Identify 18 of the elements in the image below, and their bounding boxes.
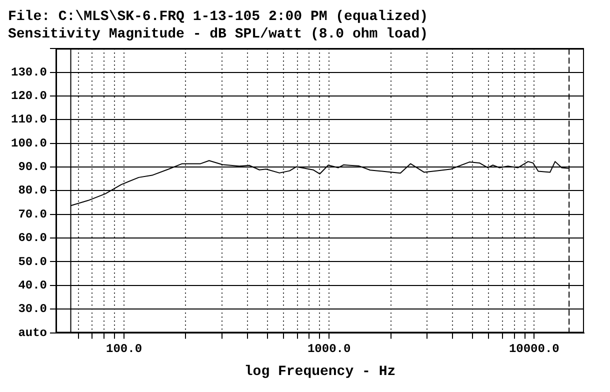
x-tick-label: 100.0 bbox=[106, 342, 142, 356]
y-tick-label: 70.0 bbox=[18, 207, 48, 222]
y-tick-label: 100.0 bbox=[10, 136, 48, 150]
y-tick-label: 80.0 bbox=[18, 184, 48, 198]
y-tick-label: 120.0 bbox=[10, 88, 48, 103]
y-tick-label: 30.0 bbox=[18, 302, 48, 316]
y-tick-label: 60.0 bbox=[18, 231, 48, 246]
y-tick-label: 110.0 bbox=[10, 112, 48, 127]
chart-subtitle: Sensitivity Magnitude - dB SPL/watt (8.0 ohm load) bbox=[8, 26, 428, 43]
x-tick-label: 1000.0 bbox=[307, 342, 351, 356]
chart-title: File: C:\MLS\SK-6.FRQ 1-13-105 2:00 PM (equalized) bbox=[8, 8, 428, 25]
y-tick-label: auto bbox=[18, 326, 48, 340]
y-tick-label: 50.0 bbox=[18, 254, 48, 269]
y-tick-label: 90.0 bbox=[18, 160, 48, 174]
y-tick-label: 130.0 bbox=[10, 65, 48, 80]
x-axis-title: log Frequency - Hz bbox=[244, 364, 396, 380]
y-tick-label: 40.0 bbox=[18, 278, 48, 292]
x-tick-label: 10000.0 bbox=[508, 342, 560, 356]
